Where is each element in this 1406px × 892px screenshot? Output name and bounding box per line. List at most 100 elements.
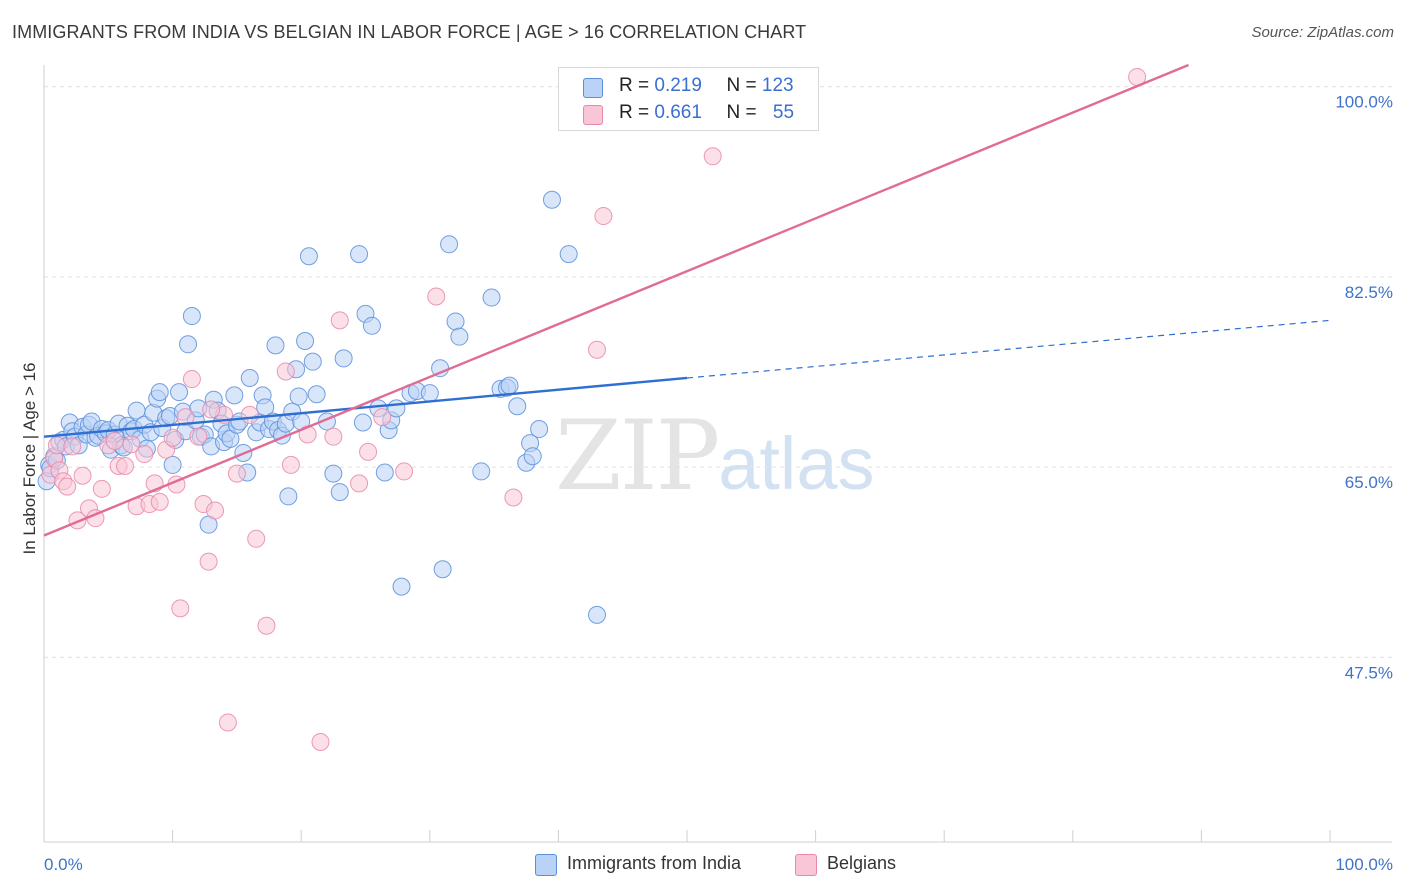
point-india: [324, 464, 343, 483]
point-india: [508, 397, 527, 416]
point-india: [266, 336, 285, 355]
point-india: [472, 462, 491, 481]
point-india: [353, 413, 372, 432]
point-belgian: [373, 408, 392, 427]
legend-r-label: R =: [619, 102, 650, 123]
point-india: [330, 483, 349, 502]
point-belgian: [92, 479, 111, 498]
point-belgian: [199, 552, 218, 571]
point-belgian: [218, 713, 237, 732]
point-belgian: [58, 477, 77, 496]
point-india: [587, 605, 606, 624]
point-belgian: [594, 207, 613, 226]
point-india: [225, 386, 244, 405]
legend-n-label: N =: [726, 75, 757, 96]
y-tick-label: 82.5%: [1345, 283, 1393, 302]
bottom-legend-swatch-belgian: [795, 854, 817, 876]
y-tick-label: 47.5%: [1345, 663, 1393, 682]
point-belgian: [122, 435, 141, 454]
point-belgian: [587, 340, 606, 359]
point-india: [289, 387, 308, 406]
point-belgian: [703, 147, 722, 166]
point-india: [420, 384, 439, 403]
point-belgian: [257, 616, 276, 635]
point-india: [482, 288, 501, 307]
point-india: [375, 463, 394, 482]
watermark-atlas: atlas: [718, 422, 875, 505]
trend-line-india: [43, 376, 688, 438]
point-belgian: [182, 370, 201, 389]
x-tick-label-left: 0.0%: [44, 855, 83, 874]
point-india: [350, 245, 369, 264]
bottom-legend-label-india: Immigrants from India: [567, 853, 742, 873]
point-india: [179, 335, 198, 354]
point-india: [433, 560, 452, 579]
legend-r-value-india: 0.219: [654, 75, 702, 96]
legend-swatch-belgian: [583, 105, 603, 125]
point-belgian: [135, 445, 154, 464]
trend-line-extension-india: [686, 319, 1331, 379]
y-tick-label: 100.0%: [1335, 93, 1393, 112]
point-india: [240, 368, 259, 387]
point-india: [500, 376, 519, 395]
point-belgian: [240, 405, 259, 424]
legend-n-value-india: 123: [761, 75, 794, 96]
point-belgian: [427, 287, 446, 306]
point-belgian: [359, 442, 378, 461]
point-belgian: [206, 501, 225, 520]
point-belgian: [189, 427, 208, 446]
point-india: [392, 577, 411, 596]
bottom-legend-swatch-india: [535, 854, 557, 876]
legend-r-label: R =: [619, 75, 650, 96]
point-belgian: [227, 464, 246, 483]
point-india: [542, 190, 561, 209]
watermark: ZIPatlas: [555, 400, 875, 512]
point-belgian: [73, 466, 92, 485]
point-belgian: [350, 474, 369, 493]
point-india: [450, 327, 469, 346]
legend-r-value-belgian: 0.661: [654, 102, 702, 123]
point-belgian: [150, 492, 169, 511]
bottom-legend-label-belgian: Belgians: [827, 853, 897, 873]
point-india: [530, 420, 549, 439]
legend-n-value-belgian: 55: [772, 102, 795, 123]
point-belgian: [202, 400, 221, 419]
point-india: [446, 312, 465, 331]
point-belgian: [105, 432, 124, 451]
point-belgian: [116, 456, 135, 475]
source-credit: Source: ZipAtlas.com: [1251, 24, 1394, 41]
point-india: [334, 349, 353, 368]
point-belgian: [63, 437, 82, 456]
point-india: [362, 316, 381, 335]
point-belgian: [176, 408, 195, 427]
correlation-legend: R = 0.219 N = 123 R = 0.661 N = 55: [558, 67, 819, 131]
point-belgian: [395, 462, 414, 481]
point-belgian: [281, 455, 300, 474]
point-india: [163, 455, 182, 474]
point-belgian: [247, 529, 266, 548]
y-tick-label: 65.0%: [1345, 473, 1393, 492]
point-belgian: [47, 436, 66, 455]
trend-line-belgian: [43, 63, 1189, 537]
point-belgian: [324, 427, 343, 446]
point-india: [299, 247, 318, 266]
point-belgian: [163, 428, 182, 447]
point-belgian: [311, 733, 330, 752]
point-india: [303, 352, 322, 371]
point-india: [182, 307, 201, 326]
point-belgian: [171, 599, 190, 618]
watermark-zip: ZIP: [555, 400, 720, 512]
point-india: [170, 383, 189, 402]
point-india: [440, 235, 459, 254]
legend-n-label: N =: [726, 102, 757, 123]
point-india: [150, 383, 169, 402]
point-belgian: [504, 488, 523, 507]
chart-title: IMMIGRANTS FROM INDIA VS BELGIAN IN LABO…: [12, 22, 807, 42]
x-tick-label-right: 100.0%: [1335, 855, 1393, 874]
point-india: [307, 385, 326, 404]
point-india: [559, 245, 578, 264]
point-india: [296, 332, 315, 351]
point-belgian: [330, 311, 349, 330]
legend-swatch-india: [583, 78, 603, 98]
